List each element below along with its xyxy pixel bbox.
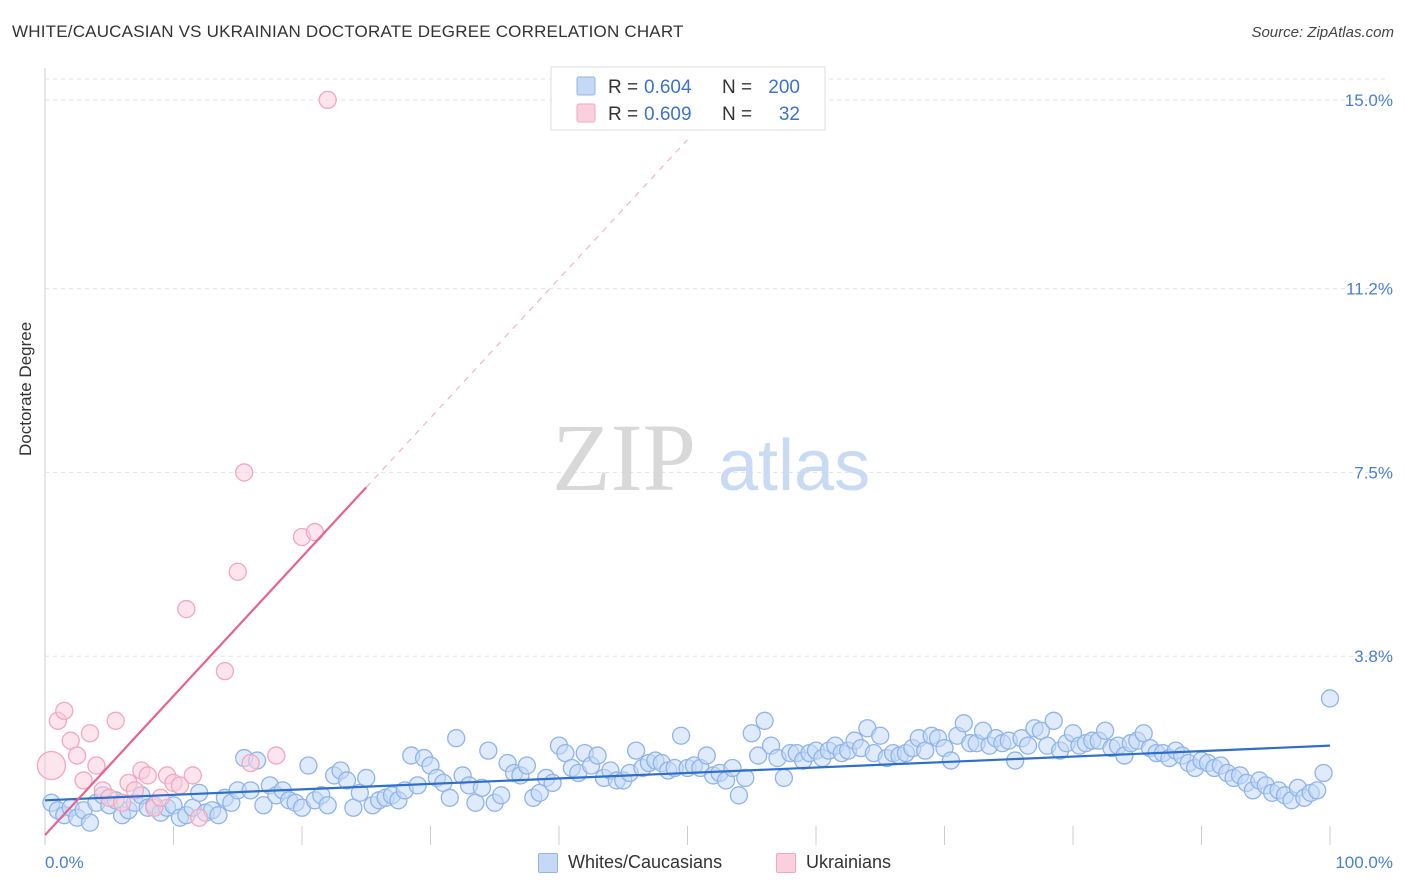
- point-whites: [254, 796, 273, 815]
- point-ukrainians: [151, 788, 170, 807]
- legend-n-value: 32: [779, 104, 800, 125]
- point-whites: [749, 746, 768, 765]
- point-ukrainians: [106, 711, 125, 730]
- point-whites: [697, 746, 716, 765]
- point-whites: [492, 786, 511, 805]
- point-whites: [1095, 721, 1115, 740]
- legend-box: R = 0.604 N = 200 R = 0.609 N = 32: [550, 66, 826, 131]
- point-whites: [1314, 763, 1333, 783]
- point-whites: [337, 771, 357, 790]
- legend-n-label: N =: [722, 77, 752, 98]
- point-whites: [588, 746, 607, 765]
- legend-n-label: N =: [722, 104, 752, 125]
- point-whites: [1018, 736, 1038, 755]
- point-whites: [357, 768, 376, 788]
- trend-line-ukrainians: [44, 486, 368, 836]
- point-ukrainians: [267, 746, 286, 765]
- point-ukrainians: [36, 750, 67, 781]
- trend-line-whites: [44, 744, 1331, 802]
- y-tick-label: 7.5%: [1354, 463, 1393, 482]
- point-whites: [440, 788, 459, 807]
- point-whites: [671, 726, 691, 745]
- point-ukrainians: [305, 522, 325, 542]
- point-whites: [479, 741, 498, 760]
- chart-title: WHITE/CAUCASIAN VS UKRAINIAN DOCTORATE D…: [12, 22, 684, 41]
- y-tick-label: 11.2%: [1346, 280, 1393, 299]
- point-whites: [742, 724, 761, 743]
- legend-r-label: R =: [608, 77, 638, 98]
- watermark-zip: ZIP: [552, 404, 696, 511]
- point-whites: [1308, 781, 1327, 800]
- point-whites: [318, 796, 337, 815]
- point-ukrainians: [190, 808, 209, 827]
- x-tick-label: 0.0%: [45, 853, 84, 872]
- point-whites: [472, 778, 492, 798]
- watermark-atlas: atlas: [718, 426, 870, 506]
- point-whites: [80, 813, 100, 832]
- legend-item-ukrainians: Ukrainians: [776, 852, 891, 873]
- point-ukrainians: [183, 766, 202, 785]
- point-ukrainians: [112, 793, 132, 812]
- point-ukrainians: [235, 463, 254, 482]
- point-whites: [729, 786, 749, 805]
- y-tick-label: 3.8%: [1354, 647, 1393, 666]
- point-ukrainians: [67, 746, 87, 765]
- trend-lines: [44, 139, 1331, 836]
- point-ukrainians: [87, 756, 106, 775]
- point-ukrainians: [318, 90, 337, 110]
- point-ukrainians: [228, 562, 247, 581]
- point-whites: [774, 768, 794, 788]
- point-whites: [1320, 689, 1340, 708]
- point-whites: [736, 768, 755, 788]
- point-whites: [209, 806, 228, 825]
- point-whites: [1006, 751, 1025, 770]
- source-label: Source: ZipAtlas.com: [1251, 24, 1394, 41]
- data-points: [36, 90, 1340, 832]
- legend-r-label: R =: [608, 104, 638, 125]
- point-ukrainians: [215, 661, 235, 681]
- point-whites: [755, 711, 774, 730]
- point-whites: [543, 773, 562, 793]
- point-ukrainians: [138, 766, 157, 785]
- axis-ticks: 3.8% 7.5% 11.2% 15.0% 0.0% 100.0%: [45, 91, 1393, 872]
- point-whites: [626, 741, 646, 760]
- y-tick-label: 15.0%: [1345, 91, 1393, 110]
- point-ukrainians: [74, 771, 93, 790]
- point-whites: [517, 756, 537, 775]
- point-whites: [954, 714, 973, 733]
- grid-lines: [44, 68, 1385, 845]
- point-ukrainians: [125, 781, 145, 800]
- legend-label-ukrainians: Ukrainians: [806, 852, 892, 872]
- point-ukrainians: [241, 753, 260, 773]
- x-tick-label: 100.0%: [1335, 853, 1393, 872]
- point-whites: [299, 756, 318, 775]
- legend-item-whites: Whites/Caucasians: [538, 852, 722, 873]
- legend-n-value: 200: [768, 77, 800, 98]
- point-whites: [1044, 711, 1063, 730]
- legend-swatch-ukrainians: [776, 852, 796, 873]
- point-whites: [447, 729, 466, 748]
- legend-swatch: [576, 103, 596, 123]
- watermark: ZIP atlas: [552, 404, 870, 511]
- point-ukrainians: [177, 599, 196, 619]
- legend-frame: [550, 66, 826, 131]
- legend-r-value: 0.609: [644, 104, 692, 125]
- point-ukrainians: [80, 724, 100, 743]
- legend-swatch-whites: [538, 852, 558, 873]
- legend-swatch: [576, 76, 596, 96]
- point-ukrainians: [55, 701, 74, 721]
- point-whites: [871, 726, 890, 745]
- legend-r-value: 0.604: [644, 77, 692, 98]
- legend-label-whites: Whites/Caucasians: [568, 852, 723, 872]
